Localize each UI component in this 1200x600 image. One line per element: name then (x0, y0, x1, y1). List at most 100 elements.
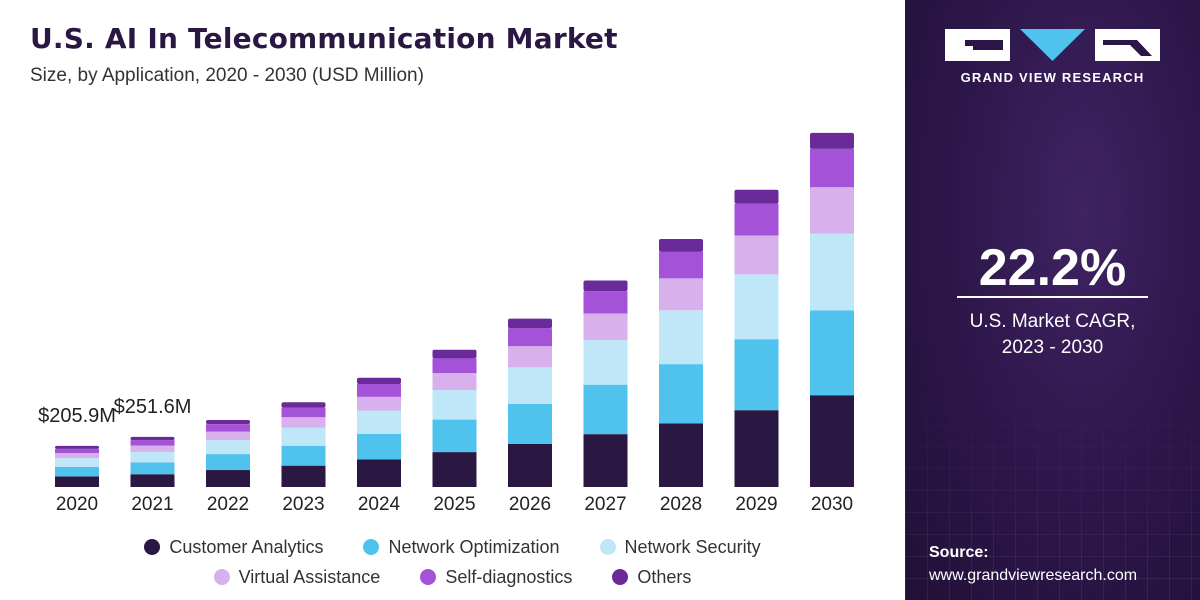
bar-segment (206, 419, 250, 425)
bar-segment (281, 427, 326, 446)
chart-legend: Customer Analytics Network Optimization Ne… (0, 532, 905, 592)
grid-decoration (905, 380, 1200, 600)
bar-segment (508, 403, 552, 444)
bar-segment (583, 384, 628, 435)
brand-name: GRAND VIEW RESEARCH (960, 70, 1145, 85)
legend-label: Network Optimization (388, 536, 560, 557)
bar-stack (206, 419, 250, 487)
x-tick-label: 2025 (433, 494, 475, 515)
legend-swatch (420, 569, 437, 585)
bar-segment (508, 443, 552, 487)
chart-title: U.S. AI In Telecommunication Market (30, 22, 618, 55)
x-tick-label: 2023 (282, 494, 324, 515)
bar-segment (55, 448, 99, 454)
bar-segment (810, 310, 854, 396)
bar-segment (583, 280, 628, 292)
bar-segment (508, 318, 552, 329)
bar-stack (810, 132, 854, 487)
bar-segment (810, 395, 854, 487)
bar-segment (810, 233, 854, 311)
x-tick-label: 2027 (584, 494, 626, 515)
bar-segment (734, 235, 779, 275)
bar-segment (659, 239, 703, 252)
legend-label: Customer Analytics (169, 536, 324, 557)
bar-segment (432, 419, 477, 453)
data-label: $251.6M (114, 396, 192, 418)
bar-segment (357, 459, 401, 487)
bar-segment (357, 396, 401, 411)
bar-segment (734, 189, 779, 204)
bar-segment (432, 358, 477, 374)
bar-segment (281, 417, 326, 428)
bar-segment (55, 458, 99, 467)
bar-segment (432, 349, 477, 359)
legend-swatch (599, 539, 616, 555)
cagr-divider (957, 296, 1148, 298)
legend-swatch (213, 569, 230, 585)
bar-segment (357, 410, 401, 434)
x-tick-label: 2020 (56, 494, 98, 515)
bar-segment (734, 203, 779, 236)
bar-segment (810, 132, 854, 149)
bar-segment (130, 436, 175, 441)
bar-segment (281, 465, 326, 487)
bar-segment (55, 453, 99, 459)
x-tick-label: 2030 (811, 494, 853, 515)
legend-label: Virtual Assistance (238, 566, 381, 587)
bar-segment (432, 452, 477, 487)
bar-segment (734, 339, 779, 411)
bar-segment (281, 402, 326, 408)
bar-segment (659, 278, 703, 311)
source-link[interactable]: www.grandviewresearch.com (929, 567, 1138, 584)
bar-segment (659, 364, 703, 424)
bar-segment (583, 339, 628, 385)
bar-segment (583, 434, 628, 487)
legend-swatch (144, 539, 161, 555)
gvr-logo-icon (945, 29, 1160, 61)
bar-segment (281, 445, 326, 466)
bar-segment (810, 148, 854, 188)
brand-logo: GRAND VIEW RESEARCH (945, 26, 1160, 85)
legend-swatch (612, 569, 629, 585)
cagr-value: 22.2% (978, 239, 1127, 297)
bar-segment (508, 346, 552, 368)
bar-segment (734, 274, 779, 340)
bar-segment (357, 433, 401, 460)
cagr-label-line2: 2023 - 2030 (1001, 337, 1104, 358)
bar-segment (55, 445, 99, 449)
chart-subtitle: Size, by Application, 2020 - 2030 (USD M… (30, 65, 424, 86)
bar-segment (508, 328, 552, 347)
legend-label: Network Security (624, 536, 761, 557)
cagr-label: U.S. Market CAGR, 2023 - 2030 (905, 309, 1200, 361)
data-label: $205.9M (38, 405, 116, 427)
bar-segment (130, 451, 175, 463)
x-tick-label: 2022 (207, 494, 249, 515)
legend-item: Others (612, 567, 691, 588)
bar-segment (130, 474, 175, 487)
legend-item: Network Security (599, 536, 761, 558)
source-label: Source: (929, 544, 989, 561)
bar-segment (659, 251, 703, 279)
bar-stack (508, 318, 552, 487)
bar-segment (206, 454, 250, 471)
bar-segment (432, 390, 477, 420)
bar-segment (55, 476, 99, 487)
stacked-bar-chart: 2020 2021 2022 2023 2024 2025 2026 2027 2028 2029… (38, 132, 854, 515)
bar-segment (357, 384, 401, 397)
legend-item: Network Optimization (363, 536, 560, 558)
bar-stack (583, 280, 628, 487)
bar-stack (659, 239, 703, 487)
bar-segment (583, 291, 628, 314)
bar-stack (734, 189, 779, 487)
x-tick-label: 2026 (509, 494, 551, 515)
bar-segment (659, 310, 703, 365)
legend-row: Virtual Assistance Self-diagnostics Others (0, 562, 905, 592)
bar-stack (130, 436, 175, 487)
bar-stack (281, 402, 326, 487)
bar-segment (659, 423, 703, 487)
bar-segment (55, 466, 99, 477)
bar-segment (206, 470, 250, 487)
chart-panel: U.S. AI In Telecommunication Market Size… (0, 22, 905, 592)
bar-segment (130, 445, 175, 452)
x-tick-label: 2021 (131, 494, 173, 515)
